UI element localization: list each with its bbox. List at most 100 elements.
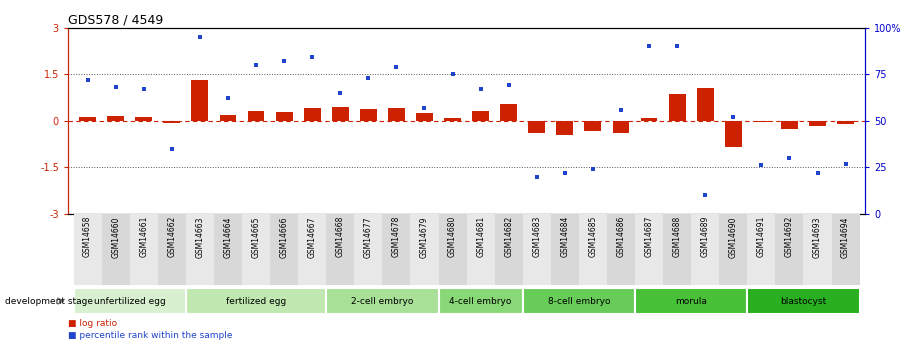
Text: 2-cell embryo: 2-cell embryo	[352, 296, 413, 306]
Bar	[79, 117, 96, 121]
Text: GSM14687: GSM14687	[644, 216, 653, 257]
Text: GSM14685: GSM14685	[588, 216, 597, 257]
Bar	[500, 104, 517, 121]
Text: GSM14681: GSM14681	[477, 216, 485, 257]
Bar	[635, 288, 747, 314]
Bar	[73, 214, 101, 285]
Bar	[495, 214, 523, 285]
Text: GSM14680: GSM14680	[448, 216, 457, 257]
Text: 8-cell embryo: 8-cell embryo	[547, 296, 610, 306]
Bar	[641, 118, 658, 121]
Bar	[101, 214, 130, 285]
Bar	[776, 214, 804, 285]
Bar	[186, 288, 326, 314]
Text: GSM14662: GSM14662	[168, 216, 177, 257]
Bar	[753, 121, 770, 122]
Text: 4-cell embryo: 4-cell embryo	[449, 296, 512, 306]
Text: GSM14679: GSM14679	[420, 216, 429, 257]
Text: GSM14688: GSM14688	[672, 216, 681, 257]
Bar	[247, 111, 265, 121]
Text: GSM14677: GSM14677	[364, 216, 373, 257]
Bar	[523, 288, 635, 314]
Bar	[472, 111, 489, 121]
Bar	[523, 214, 551, 285]
Bar	[304, 108, 321, 121]
Text: GSM14665: GSM14665	[252, 216, 261, 257]
Bar	[360, 109, 377, 121]
Text: GSM14686: GSM14686	[616, 216, 625, 257]
Bar	[837, 121, 854, 125]
Text: GSM14663: GSM14663	[196, 216, 205, 257]
Bar	[186, 214, 214, 285]
Bar	[781, 121, 798, 129]
Bar	[382, 214, 410, 285]
Text: GSM14658: GSM14658	[83, 216, 92, 257]
Bar	[214, 214, 242, 285]
Bar	[298, 214, 326, 285]
Bar	[163, 121, 180, 123]
Bar	[242, 214, 270, 285]
Bar	[410, 214, 439, 285]
Bar	[270, 214, 298, 285]
Bar	[747, 288, 860, 314]
Text: GSM14661: GSM14661	[140, 216, 149, 257]
Bar	[697, 88, 714, 121]
Text: GSM14668: GSM14668	[336, 216, 345, 257]
Bar	[725, 121, 742, 147]
Bar	[73, 288, 186, 314]
Text: ■ percentile rank within the sample: ■ percentile rank within the sample	[68, 331, 233, 340]
Bar	[354, 214, 382, 285]
Text: GSM14692: GSM14692	[785, 216, 794, 257]
Bar	[663, 214, 691, 285]
Bar	[607, 214, 635, 285]
Bar	[719, 214, 747, 285]
Text: GSM14693: GSM14693	[813, 216, 822, 257]
Bar	[439, 288, 523, 314]
Text: GSM14689: GSM14689	[700, 216, 709, 257]
Text: development stage: development stage	[5, 296, 92, 306]
Bar	[556, 121, 573, 135]
Bar	[191, 80, 208, 121]
Bar	[832, 214, 860, 285]
Bar	[388, 108, 405, 121]
Bar	[747, 214, 776, 285]
Text: GSM14690: GSM14690	[728, 216, 737, 257]
Bar	[551, 214, 579, 285]
Text: GSM14684: GSM14684	[560, 216, 569, 257]
Bar	[135, 117, 152, 121]
Bar	[275, 112, 293, 121]
Bar	[326, 288, 439, 314]
Text: unfertilized egg: unfertilized egg	[94, 296, 166, 306]
Text: blastocyst: blastocyst	[780, 296, 826, 306]
Bar	[635, 214, 663, 285]
Bar	[467, 214, 495, 285]
Text: GSM14664: GSM14664	[224, 216, 233, 257]
Text: GSM14667: GSM14667	[308, 216, 317, 257]
Bar	[804, 214, 832, 285]
Text: GSM14678: GSM14678	[392, 216, 401, 257]
Bar	[691, 214, 719, 285]
Bar	[444, 118, 461, 121]
Bar	[332, 107, 349, 121]
Text: GDS578 / 4549: GDS578 / 4549	[68, 13, 163, 27]
Text: GSM14691: GSM14691	[757, 216, 766, 257]
Text: GSM14666: GSM14666	[280, 216, 289, 257]
Bar	[669, 94, 686, 121]
Bar	[439, 214, 467, 285]
Bar	[130, 214, 158, 285]
Text: fertilized egg: fertilized egg	[226, 296, 286, 306]
Bar	[107, 116, 124, 121]
Text: GSM14694: GSM14694	[841, 216, 850, 257]
Text: GSM14683: GSM14683	[532, 216, 541, 257]
Bar	[612, 121, 630, 132]
Text: GSM14660: GSM14660	[111, 216, 120, 257]
Bar	[416, 113, 433, 121]
Text: ■ log ratio: ■ log ratio	[68, 319, 117, 328]
Text: GSM14682: GSM14682	[505, 216, 513, 257]
Bar	[809, 121, 826, 126]
Text: morula: morula	[675, 296, 707, 306]
Bar	[528, 121, 545, 132]
Bar	[584, 121, 602, 131]
Bar	[579, 214, 607, 285]
Bar	[326, 214, 354, 285]
